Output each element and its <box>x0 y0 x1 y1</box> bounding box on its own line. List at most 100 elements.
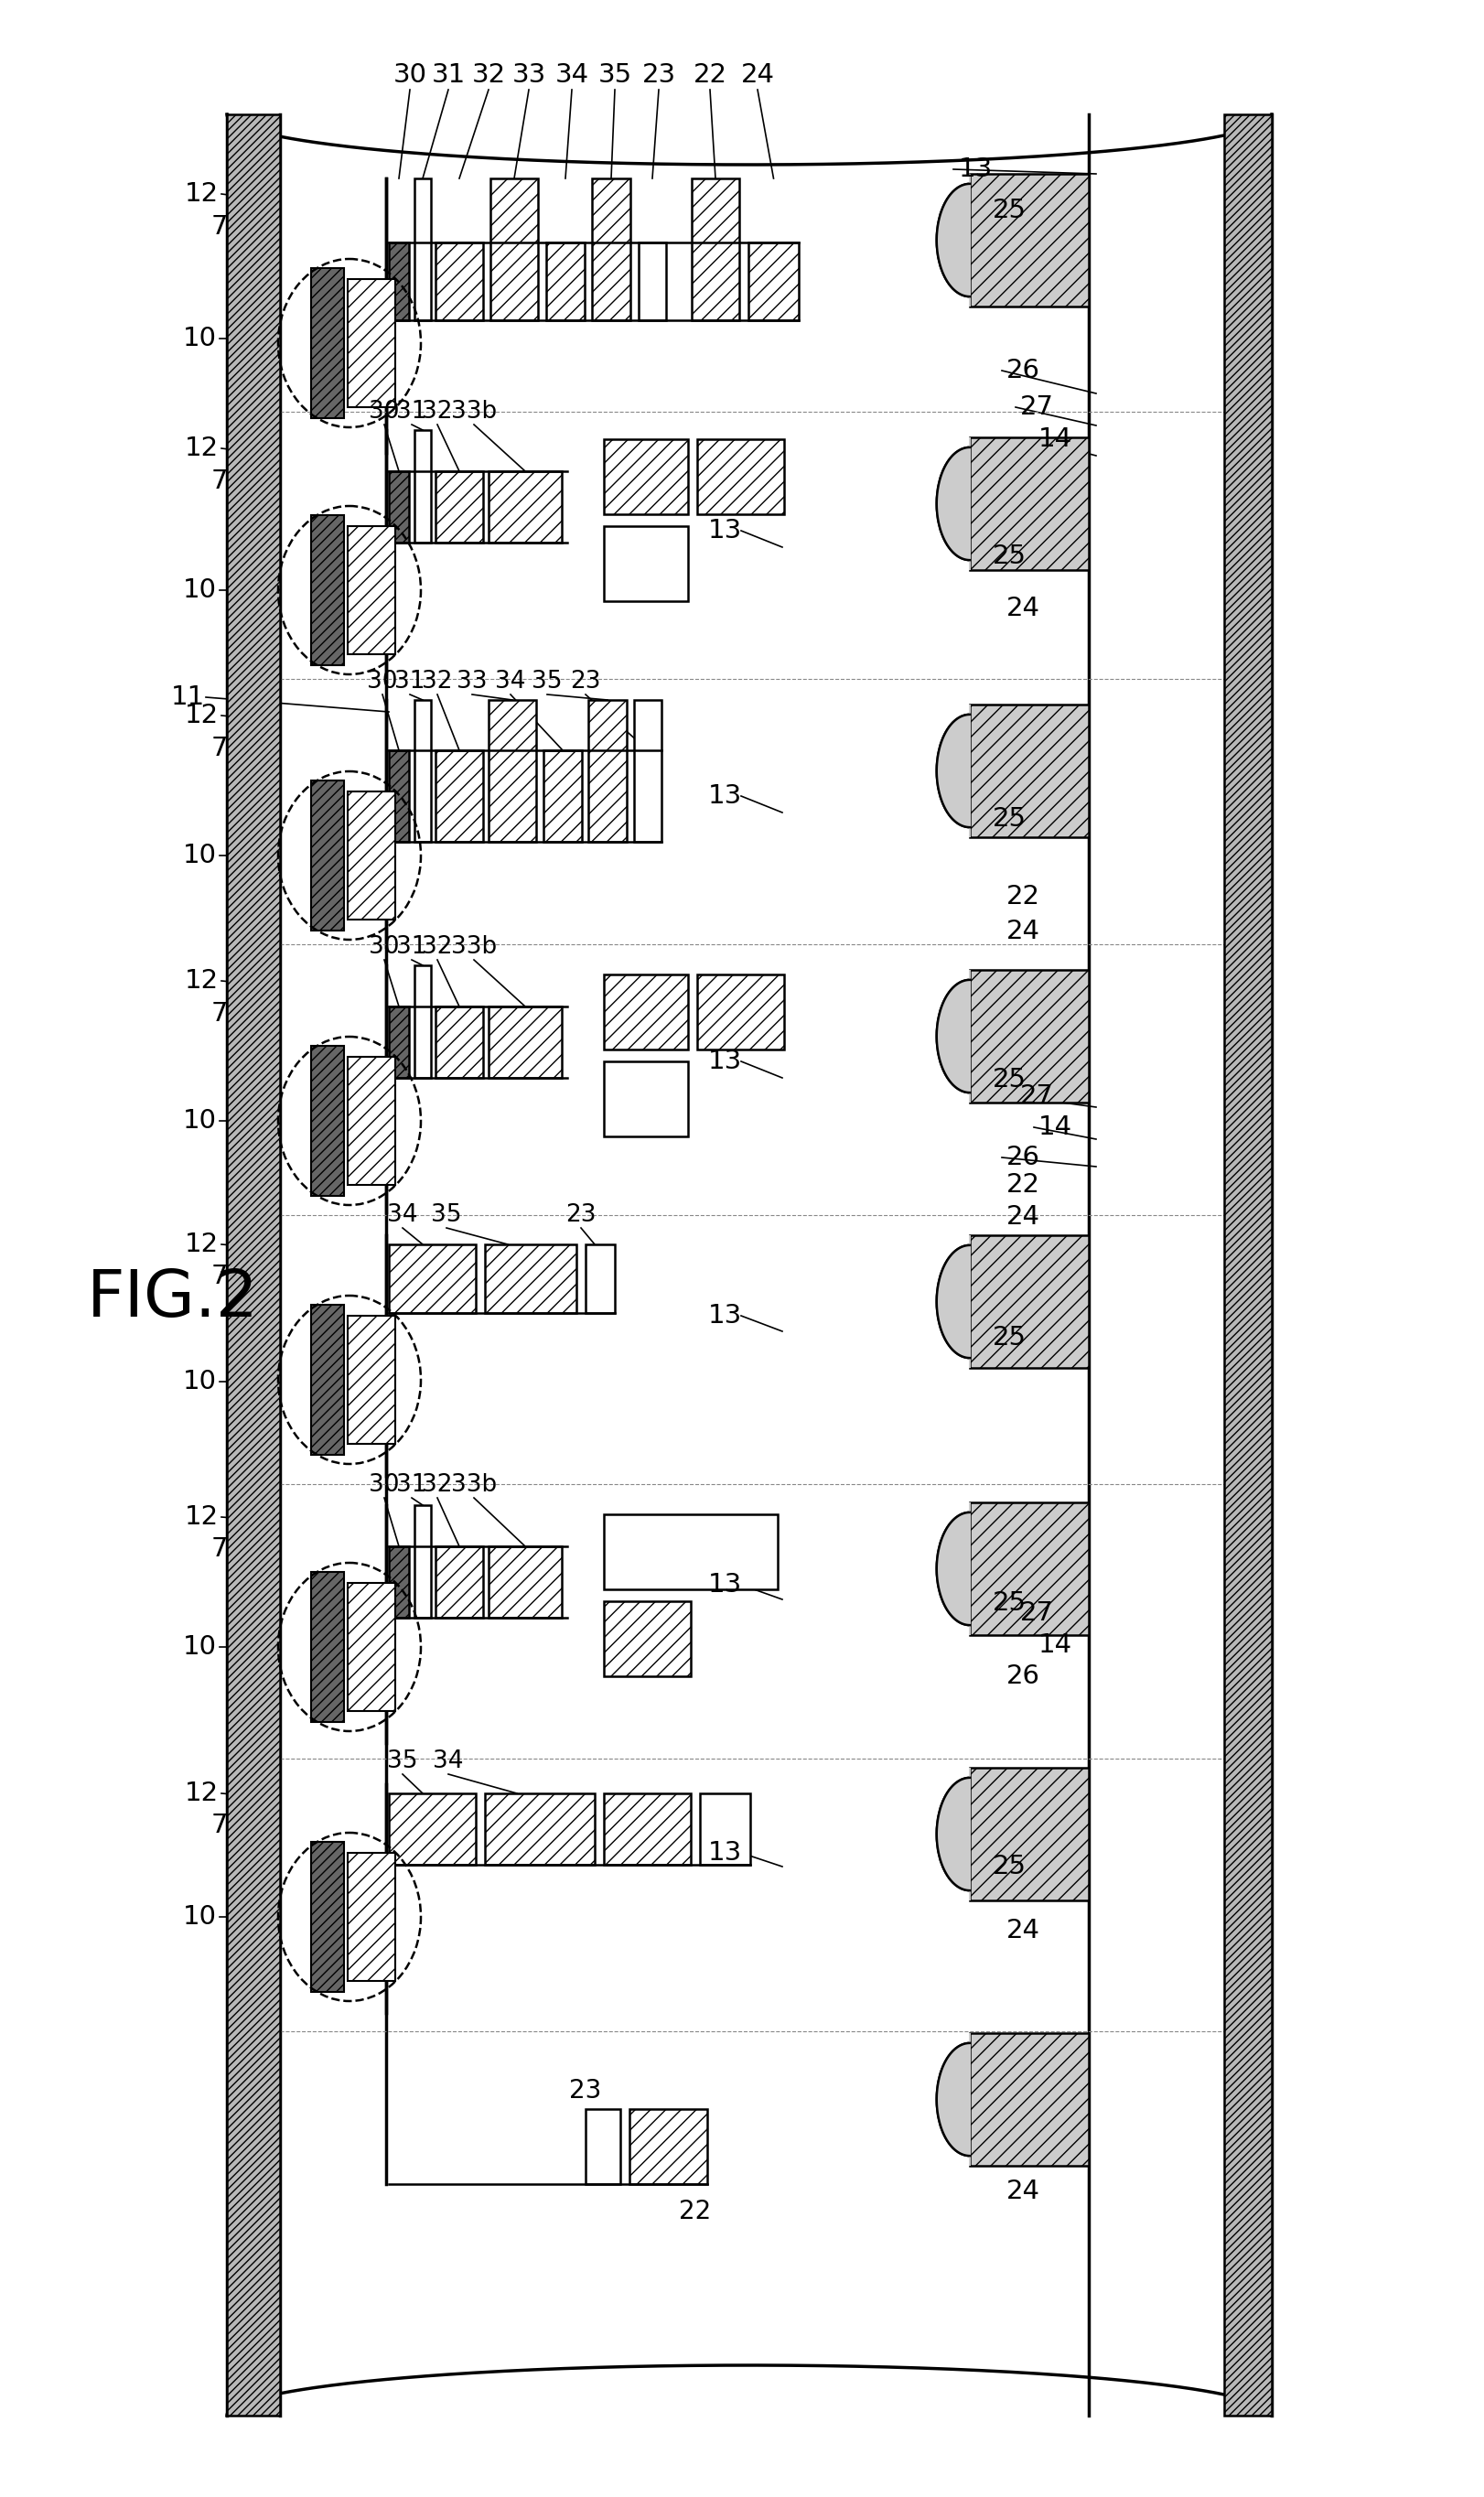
Text: 7: 7 <box>211 215 229 240</box>
Bar <box>414 966 430 1079</box>
Text: 33b: 33b <box>451 934 497 959</box>
Text: 14: 14 <box>1039 1633 1073 1658</box>
Bar <box>700 1793 751 1865</box>
Text: 24: 24 <box>1006 1204 1040 1229</box>
Bar <box>414 1506 430 1618</box>
Text: 25: 25 <box>993 1326 1027 1351</box>
Text: 12: 12 <box>184 434 218 462</box>
Text: 12: 12 <box>184 1231 218 1256</box>
Text: 30: 30 <box>393 62 427 87</box>
Text: 13: 13 <box>959 157 993 182</box>
Text: 31: 31 <box>396 400 427 424</box>
Text: 34: 34 <box>387 1204 418 1226</box>
Bar <box>347 527 395 654</box>
Polygon shape <box>936 704 971 836</box>
Text: 24: 24 <box>741 62 775 87</box>
Bar <box>692 177 739 320</box>
Text: 13: 13 <box>708 1303 742 1328</box>
Text: 13: 13 <box>708 784 742 809</box>
Bar <box>634 699 662 841</box>
Bar <box>971 969 1089 1104</box>
Bar <box>604 1601 690 1675</box>
Bar <box>312 267 344 417</box>
Text: 35: 35 <box>387 1750 418 1773</box>
Bar <box>347 1056 395 1186</box>
Text: 23: 23 <box>641 62 675 87</box>
Bar <box>389 472 410 542</box>
Bar <box>312 1306 344 1456</box>
Bar <box>485 1244 576 1313</box>
Text: 27: 27 <box>1020 1601 1054 1626</box>
Bar <box>389 1793 476 1865</box>
Text: 25: 25 <box>993 1853 1027 1880</box>
Text: 32: 32 <box>421 669 453 694</box>
Bar <box>389 242 410 320</box>
Text: 26: 26 <box>1006 1144 1040 1171</box>
Text: 27: 27 <box>1020 1084 1054 1109</box>
Bar <box>312 782 344 931</box>
Bar <box>586 2110 620 2185</box>
Text: FIG.2: FIG.2 <box>88 1268 258 1331</box>
Bar <box>488 1006 562 1079</box>
Bar <box>488 1546 562 1618</box>
Text: 25: 25 <box>993 544 1027 569</box>
Bar <box>488 472 562 542</box>
Bar <box>546 242 585 320</box>
Bar <box>435 242 484 320</box>
Text: 10: 10 <box>183 577 217 602</box>
Text: 24: 24 <box>1006 2177 1040 2205</box>
Text: 23: 23 <box>570 2078 601 2102</box>
Bar <box>389 1244 476 1313</box>
Text: 14: 14 <box>1039 1114 1073 1141</box>
Text: 12: 12 <box>184 969 218 994</box>
Polygon shape <box>936 437 971 569</box>
Text: 22: 22 <box>1006 1171 1040 1199</box>
Text: 32: 32 <box>421 1473 453 1496</box>
Bar <box>312 514 344 664</box>
Text: 12: 12 <box>184 1503 218 1531</box>
Bar <box>604 1793 690 1865</box>
Text: 33: 33 <box>457 669 487 694</box>
Text: 25: 25 <box>993 807 1027 832</box>
Text: 14: 14 <box>1039 427 1073 452</box>
Bar <box>604 439 689 514</box>
Text: 35: 35 <box>432 1204 462 1226</box>
Bar <box>389 1546 410 1618</box>
Bar <box>347 792 395 919</box>
Bar <box>312 1573 344 1723</box>
Bar <box>488 699 536 841</box>
Text: 13: 13 <box>708 1049 742 1074</box>
Text: 23: 23 <box>565 1204 597 1226</box>
Text: 12: 12 <box>184 182 218 207</box>
Bar <box>638 242 666 320</box>
Text: 35: 35 <box>531 669 562 694</box>
Bar <box>347 1316 395 1443</box>
Text: 26: 26 <box>1006 357 1040 385</box>
Text: 30: 30 <box>370 1473 399 1496</box>
Text: 34: 34 <box>496 669 525 694</box>
Text: 27: 27 <box>1020 395 1054 419</box>
Polygon shape <box>936 1236 971 1368</box>
Text: 33b: 33b <box>451 1473 497 1496</box>
Bar <box>748 242 798 320</box>
Bar <box>347 280 395 407</box>
Bar <box>490 177 539 320</box>
Bar <box>227 115 280 2415</box>
Text: 13: 13 <box>708 517 742 544</box>
Bar <box>971 2033 1089 2165</box>
Text: 10: 10 <box>183 1109 217 1134</box>
Bar <box>435 472 484 542</box>
Text: 7: 7 <box>211 1813 229 1838</box>
Bar <box>604 974 689 1049</box>
Text: 34: 34 <box>433 1750 463 1773</box>
Bar <box>1224 115 1272 2415</box>
Bar <box>347 1583 395 1710</box>
Text: 7: 7 <box>211 1536 229 1563</box>
Bar <box>485 1793 595 1865</box>
Text: 22: 22 <box>680 2200 711 2225</box>
Bar <box>312 1843 344 1993</box>
Text: 31: 31 <box>395 669 426 694</box>
Text: 7: 7 <box>211 469 229 494</box>
Bar <box>435 1006 484 1079</box>
Text: 24: 24 <box>1006 597 1040 622</box>
